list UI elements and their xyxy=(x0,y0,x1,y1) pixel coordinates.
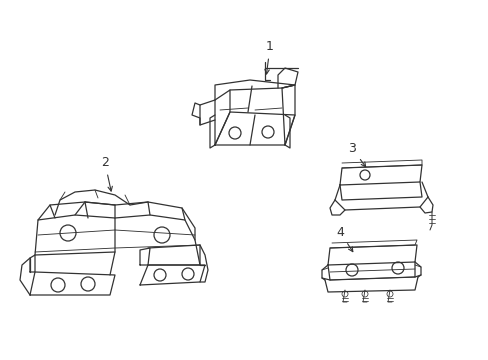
Text: 4: 4 xyxy=(335,225,352,252)
Text: 3: 3 xyxy=(347,141,365,167)
Text: 1: 1 xyxy=(264,40,273,74)
Text: 2: 2 xyxy=(101,157,112,191)
